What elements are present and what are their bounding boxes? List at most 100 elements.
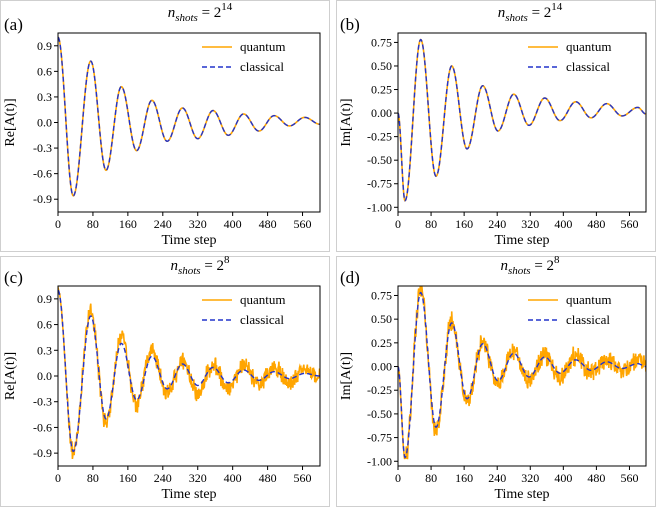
y-tick-label: -0.3 [33,141,52,155]
x-tick-label: 320 [521,471,539,485]
title-equals: = 2 [201,258,224,274]
y-tick-label: 0.75 [371,35,392,49]
panel-c: (c)nshots = 280 80 160 240 320 400 480 5600.90.… [0,254,330,507]
title-subscript: shots [178,265,201,277]
y-tick-label: -0.9 [33,192,52,206]
x-tick-label: 480 [259,471,277,485]
x-tick-label: 80 [425,471,437,485]
panel-letter: (c) [4,268,23,287]
title-base: n [500,258,508,274]
x-tick-label: 480 [587,471,605,485]
y-tick-label: -0.3 [33,395,52,409]
x-tick-label: 80 [425,217,437,231]
x-tick-label: 560 [294,471,312,485]
panel-letter: (d) [340,268,360,287]
panel-b: (b) nshots = 214 0 80 160 240 320 400 480 560 0.75… [336,0,656,252]
legend-label-quantum: quantum [240,292,286,307]
y-tick-label: -0.50 [367,153,392,167]
y-tick-label: 0.00 [371,360,392,374]
legend-label-quantum: quantum [566,292,612,307]
x-tick-label: 240 [154,217,172,231]
y-tick-label: -1.00 [367,200,392,214]
x-tick-label: 560 [294,217,312,231]
title-subscript: shots [175,12,198,24]
legend-label-classical: classical [240,312,284,327]
title-base: n [170,258,178,274]
y-tick-label: -0.75 [367,177,392,191]
x-tick-label: 240 [154,471,172,485]
x-tick-label: 560 [620,217,638,231]
title-base: n [498,5,506,21]
x-tick-label: 400 [554,217,572,231]
title-exponent: 14 [221,1,233,13]
title-subscript: shots [505,12,528,24]
x-tick-label: 160 [119,471,137,485]
panel-a: (a) nshots = 214 0 80 160 240 320 400 480 560 0.9 0… [0,0,330,252]
panel-title: nshots = 28 [170,254,230,277]
y-tick-label: 0.3 [37,343,52,357]
y-tick-label: 0.3 [37,90,52,104]
x-tick-label: 160 [119,217,137,231]
x-axis-label: Time step [494,487,549,502]
y-tick-label: -0.9 [33,446,52,460]
x-axis-label: Time step [161,233,216,248]
legend-label-classical: classical [566,312,610,327]
y-axis-label: Re[A(t)] [3,352,18,400]
y-tick-label: 0.50 [371,59,392,73]
x-tick-label: 480 [587,217,605,231]
x-axis-label: Time step [161,487,216,502]
y-tick-label: 0.25 [371,83,392,97]
y-tick-label: -1.00 [367,454,392,468]
y-tick-label: -0.75 [367,431,392,445]
y-tick-label: 0.6 [37,64,52,78]
x-tick-label: 400 [224,217,242,231]
y-tick-label: 0.6 [37,318,52,332]
x-tick-label: 0 [55,217,61,231]
y-tick-label: 0.9 [37,292,52,306]
panel-letter: (a) [4,15,23,34]
panel-d: (d)nshots = 280 80 160 240 320 400 480 5600.750… [336,254,656,507]
title-exponent: 8 [554,254,560,266]
x-tick-label: 0 [55,471,61,485]
panel-frame [0,0,330,252]
x-tick-label: 0 [395,471,401,485]
series-quantum [58,286,320,460]
y-tick-label: -0.25 [367,383,392,397]
y-axis-label: Re[A(t)] [3,98,18,146]
x-tick-label: 160 [455,217,473,231]
legend-label-quantum: quantum [240,39,286,54]
x-tick-label: 240 [488,217,506,231]
x-tick-label: 0 [395,217,401,231]
y-tick-label: 0.25 [371,336,392,350]
x-tick-label: 320 [189,217,207,231]
x-tick-label: 560 [620,471,638,485]
x-tick-label: 320 [189,471,207,485]
plot-area-border [397,32,647,213]
panel-letter: (b) [340,15,360,34]
series-quantum [398,286,646,460]
y-tick-label: -0.6 [33,167,52,181]
legend-label-quantum: quantum [566,39,612,54]
title-equals: = 2 [198,5,221,21]
y-tick-label: -0.25 [367,130,392,144]
y-tick-label: 0.00 [371,106,392,120]
title-equals: = 2 [531,258,554,274]
x-tick-label: 400 [554,471,572,485]
series-classical [58,36,320,197]
y-tick-label: 0.0 [37,116,52,130]
y-tick-label: 0.75 [371,288,392,302]
x-tick-label: 480 [259,217,277,231]
x-tick-label: 160 [455,471,473,485]
title-equals: = 2 [528,5,551,21]
series-classical [58,289,320,453]
panel-title: nshots = 214 [498,1,563,24]
x-tick-label: 80 [87,217,99,231]
y-tick-label: -0.6 [33,420,52,434]
legend-label-classical: classical [566,59,610,74]
x-tick-label: 320 [521,217,539,231]
x-tick-label: 400 [224,471,242,485]
plot-area-border [397,285,647,467]
legend-label-classical: classical [240,59,284,74]
panel-title: nshots = 28 [500,254,560,277]
